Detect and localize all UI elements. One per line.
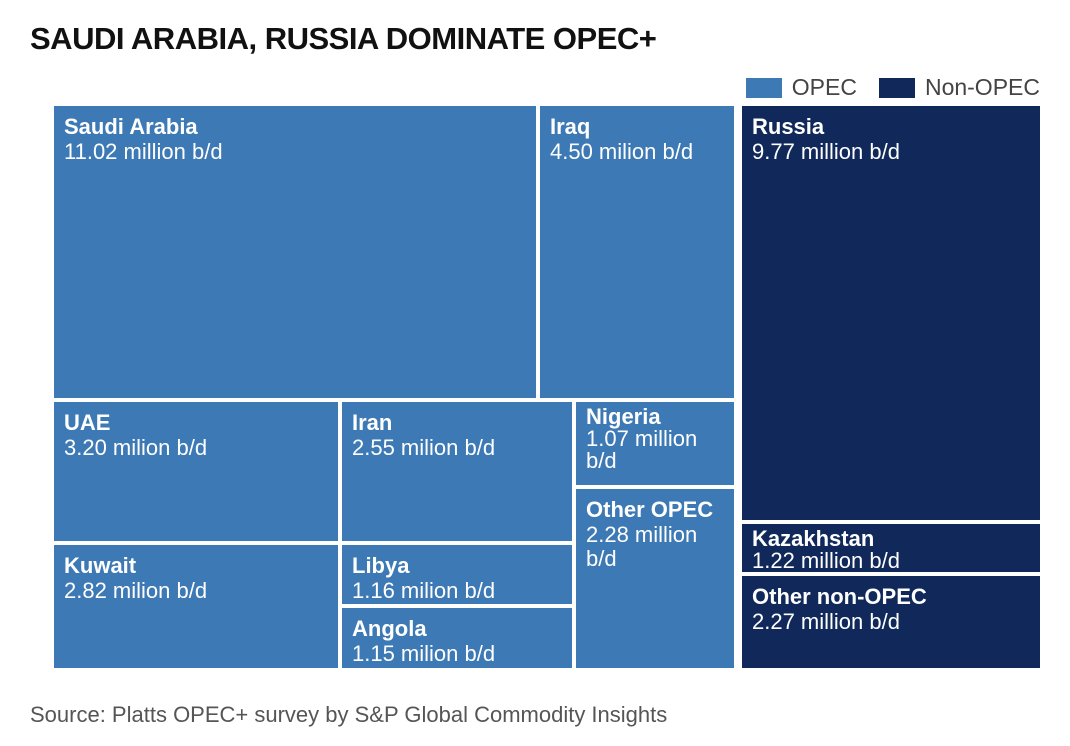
tile-name-other-non-opec: Other non-OPEC <box>752 584 927 609</box>
treemap-tile-russia: Russia 9.77 million b/d <box>740 104 1042 522</box>
tile-value-nigeria: 1.07 million b/d <box>586 426 698 473</box>
tile-name-iran: Iran <box>352 410 393 435</box>
treemap-tile-libya: Libya 1.16 milion b/d <box>340 543 574 606</box>
tile-name-other-opec: Other OPEC <box>586 497 714 522</box>
legend-swatch-opec <box>745 77 782 98</box>
treemap-tile-kazakhstan: Kazakhstan 1.22 million b/d <box>740 522 1042 574</box>
treemap-tile-iraq: Iraq 4.50 milion b/d <box>538 104 736 400</box>
tile-value-iran: 2.55 milion b/d <box>352 435 496 460</box>
treemap-tile-other-non-opec: Other non-OPEC 2.27 million b/d <box>740 574 1042 670</box>
tile-name-kazakhstan: Kazakhstan <box>752 526 875 551</box>
treemap-tile-other-opec: Other OPEC 2.28 million b/d <box>574 487 736 670</box>
tile-value-saudi-arabia: 11.02 million b/d <box>64 139 223 164</box>
treemap-tile-saudi-arabia: Saudi Arabia 11.02 million b/d <box>52 104 538 400</box>
tile-value-other-opec: 2.28 million b/d <box>586 522 698 571</box>
tile-name-angola: Angola <box>352 616 427 641</box>
tile-value-iraq: 4.50 milion b/d <box>550 139 694 164</box>
tile-name-nigeria: Nigeria <box>586 404 661 429</box>
tile-name-uae: UAE <box>64 410 111 435</box>
tile-value-kuwait: 2.82 milion b/d <box>64 578 208 603</box>
tile-name-libya: Libya <box>352 553 410 578</box>
tile-name-saudi-arabia: Saudi Arabia <box>64 114 198 139</box>
tile-value-other-non-opec: 2.27 million b/d <box>752 609 900 634</box>
legend-swatch-non-opec <box>878 77 915 98</box>
tile-value-uae: 3.20 milion b/d <box>64 435 208 460</box>
chart-title: SAUDI ARABIA, RUSSIA DOMINATE OPEC+ <box>30 21 657 56</box>
tile-value-russia: 9.77 million b/d <box>752 139 900 164</box>
treemap-tile-kuwait: Kuwait 2.82 milion b/d <box>52 543 340 670</box>
tile-value-angola: 1.15 milion b/d <box>352 641 496 666</box>
legend-label-non-opec: Non-OPEC <box>924 74 1040 100</box>
chart-legend: OPEC Non-OPEC <box>724 74 1040 101</box>
legend-item-opec: OPEC <box>745 74 857 101</box>
treemap-tile-iran: Iran 2.55 milion b/d <box>340 400 574 543</box>
tile-value-kazakhstan: 1.22 million b/d <box>752 548 900 573</box>
treemap-tile-nigeria: Nigeria 1.07 million b/d <box>574 400 736 487</box>
source-note: Source: Platts OPEC+ survey by S&P Globa… <box>30 702 668 727</box>
tile-value-libya: 1.16 milion b/d <box>352 578 496 603</box>
legend-label-opec: OPEC <box>791 74 857 100</box>
tile-name-kuwait: Kuwait <box>64 553 137 578</box>
tile-name-russia: Russia <box>752 114 825 139</box>
treemap-tile-angola: Angola 1.15 milion b/d <box>340 606 574 670</box>
tile-name-iraq: Iraq <box>550 114 591 139</box>
legend-item-non-opec: Non-OPEC <box>878 74 1040 101</box>
treemap-tile-uae: UAE 3.20 milion b/d <box>52 400 340 543</box>
